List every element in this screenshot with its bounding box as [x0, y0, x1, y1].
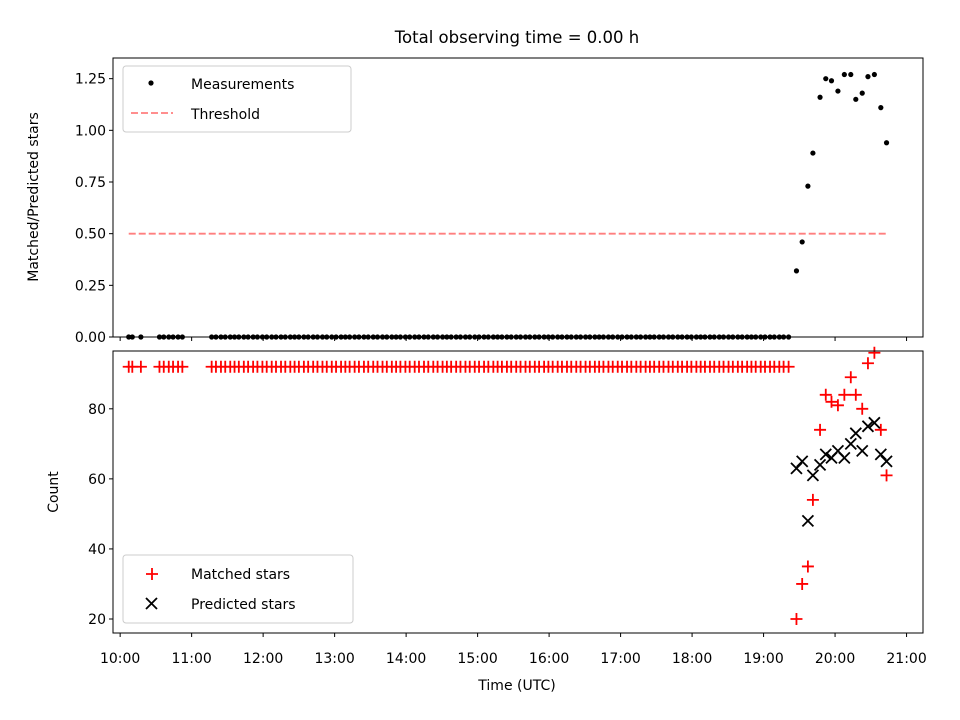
predicted-star-point — [806, 469, 820, 482]
ratio-legend-measurements-marker — [148, 80, 154, 86]
y-tick-label: 0.00 — [75, 330, 106, 346]
predicted-star-point — [819, 448, 832, 461]
matched-star-point — [825, 395, 838, 408]
matched-star-point — [796, 577, 809, 590]
count-plot-x-ticks: 10:00 11:00 12:00 13:00 14:00 15:00 16:00 17:00… — [100, 633, 927, 667]
y-tick-label: 1.25 — [75, 72, 106, 88]
x-tick-label: 10:00 — [100, 651, 140, 667]
matched-star-point — [176, 360, 189, 373]
matched-star-point — [819, 388, 832, 401]
matched-star-point — [856, 402, 869, 415]
predicted-star-point — [796, 455, 809, 468]
predicted-star-point — [861, 420, 875, 433]
matched-star-point — [838, 388, 851, 401]
y-tick-label: 80 — [88, 402, 106, 418]
ratio-legend-measurements-label: Measurements — [191, 77, 294, 93]
matched-star-point — [849, 388, 862, 401]
predicted-star-point — [844, 437, 857, 450]
matched-star-point — [874, 423, 887, 436]
matched-star-point — [806, 493, 819, 506]
measurement-point — [805, 183, 811, 189]
count-plot-x-label: Time (UTC) — [477, 678, 555, 694]
ratio-plot-y-ticks: 0.00 0.25 0.50 0.75 1.00 1.25 — [75, 72, 113, 346]
measurement-point — [848, 71, 854, 78]
matched-star-point — [801, 560, 814, 573]
predicted-star-point — [838, 451, 851, 464]
predicted-star-point — [880, 455, 893, 468]
y-tick-label: 1.00 — [75, 123, 106, 139]
count-legend-predicted-marker — [145, 597, 158, 610]
ratio-plot-frame — [112, 57, 924, 338]
measurement-point — [835, 88, 841, 94]
ratio-legend-box — [122, 65, 352, 133]
count-legend-predicted-label: Predicted stars — [191, 597, 296, 613]
count-plot-y-label: Count — [46, 471, 62, 513]
measurement-point — [865, 74, 871, 80]
measurement-point — [799, 239, 805, 245]
x-tick-label: 21:00 — [886, 651, 926, 667]
x-tick-label: 16:00 — [529, 651, 569, 667]
x-tick-label: 13:00 — [314, 651, 354, 667]
count-plot-frame — [112, 350, 924, 634]
count-legend-matched-label: Matched stars — [191, 567, 290, 583]
ratio-plot: 0.00 0.25 0.50 0.75 1.00 1.25 Matched/Predict… — [26, 57, 924, 346]
predicted-star-point — [790, 462, 803, 475]
y-tick-label: 60 — [88, 472, 106, 488]
predicted-star-point — [874, 448, 887, 461]
measurement-point — [828, 78, 835, 84]
count-legend-matched-marker — [146, 568, 158, 580]
measurement-point — [817, 94, 823, 100]
matched-star-point — [861, 357, 874, 370]
predicted-star-point — [856, 444, 869, 457]
count-plot-marks — [122, 346, 893, 625]
measurement-point — [841, 71, 847, 78]
matched-star-point — [790, 612, 803, 625]
figure-title: Total observing time = 0.00 h — [394, 28, 639, 47]
count-legend-box — [122, 554, 354, 624]
predicted-star-point — [801, 514, 815, 528]
y-tick-label: 0.50 — [75, 227, 106, 243]
ratio-plot-x-ticks — [119, 337, 908, 341]
measurement-point — [859, 90, 865, 96]
matched-star-point — [782, 360, 795, 373]
ratio-plot-legend: Measurements Threshold — [122, 65, 352, 133]
x-tick-label: 20:00 — [815, 651, 855, 667]
matched-star-point — [868, 346, 881, 359]
y-tick-label: 0.25 — [75, 278, 106, 294]
x-tick-label: 14:00 — [386, 651, 426, 667]
predicted-star-point — [868, 416, 881, 429]
ratio-plot-y-label: Matched/Predicted stars — [26, 112, 42, 282]
x-tick-label: 15:00 — [457, 651, 497, 667]
x-tick-label: 12:00 — [243, 651, 283, 667]
matched-star-point — [814, 423, 827, 436]
measurement-point — [871, 71, 877, 78]
measurement-point — [853, 96, 859, 102]
y-tick-label: 0.75 — [75, 175, 106, 191]
x-tick-label: 11:00 — [171, 651, 211, 667]
x-tick-label: 19:00 — [743, 651, 783, 667]
matched-star-point — [880, 469, 893, 482]
matched-star-point — [844, 371, 857, 384]
measurement-point — [810, 150, 816, 156]
x-tick-label: 18:00 — [672, 651, 712, 667]
measurement-point — [883, 140, 890, 146]
measurement-point — [878, 105, 884, 111]
x-tick-label: 17:00 — [600, 651, 640, 667]
y-tick-label: 20 — [88, 612, 106, 628]
matched-star-point — [134, 360, 147, 373]
measurement-point — [793, 268, 800, 274]
matched-star-point — [831, 399, 844, 412]
measurement-point — [823, 76, 829, 82]
y-tick-label: 40 — [88, 542, 106, 558]
count-plot-y-ticks: 20 40 60 80 — [88, 402, 113, 628]
ratio-legend-threshold-label: Threshold — [190, 107, 260, 123]
predicted-star-point — [849, 427, 862, 440]
predicted-star-point — [813, 458, 827, 471]
count-plot-legend: Matched stars Predicted stars — [122, 554, 354, 624]
